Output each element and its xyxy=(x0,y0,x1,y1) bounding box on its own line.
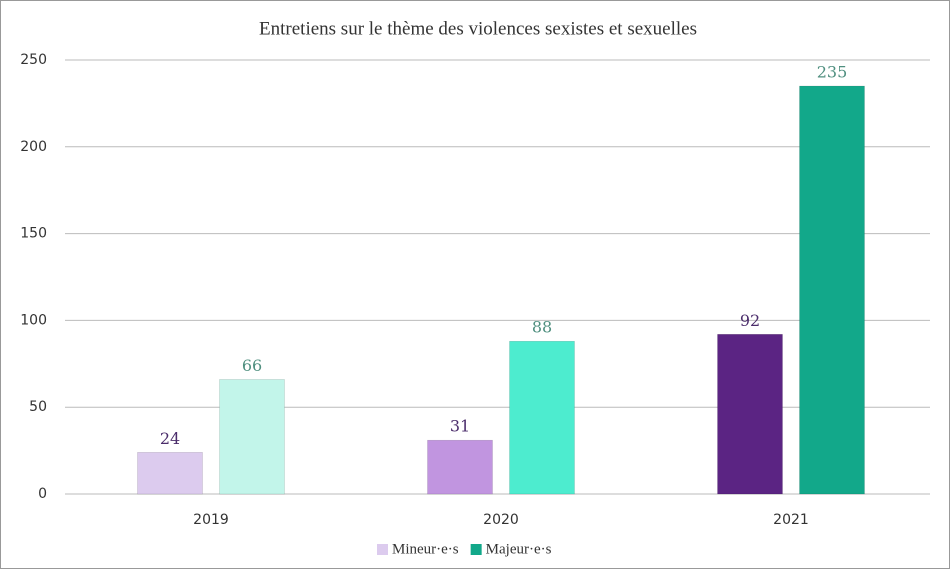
y-tick-label: 50 xyxy=(29,399,47,415)
data-label: 66 xyxy=(242,356,262,375)
y-tick-label: 0 xyxy=(38,486,47,502)
data-label: 88 xyxy=(532,318,552,337)
x-tick-label: 2021 xyxy=(773,512,809,528)
x-tick-label: 2019 xyxy=(193,512,229,528)
data-label: 92 xyxy=(740,311,760,330)
y-tick-label: 250 xyxy=(20,52,47,68)
y-tick-label: 150 xyxy=(20,226,47,242)
x-tick-label: 2020 xyxy=(483,512,519,528)
data-label: 24 xyxy=(160,429,180,448)
legend-label: Mineur·e·s xyxy=(392,541,459,557)
bar xyxy=(137,452,203,495)
chart-title: Entretiens sur le thème des violences se… xyxy=(259,18,697,39)
legend-swatch xyxy=(377,544,388,555)
bar xyxy=(799,85,865,495)
bar xyxy=(219,379,285,495)
data-label: 235 xyxy=(817,63,848,82)
bar xyxy=(509,340,575,495)
y-tick-label: 200 xyxy=(20,139,47,155)
legend-swatch xyxy=(470,544,482,555)
bar xyxy=(717,334,783,495)
legend-label: Majeur·e·s xyxy=(486,541,552,557)
bar xyxy=(427,439,493,495)
y-tick-label: 100 xyxy=(20,312,47,328)
data-label: 31 xyxy=(450,417,470,436)
